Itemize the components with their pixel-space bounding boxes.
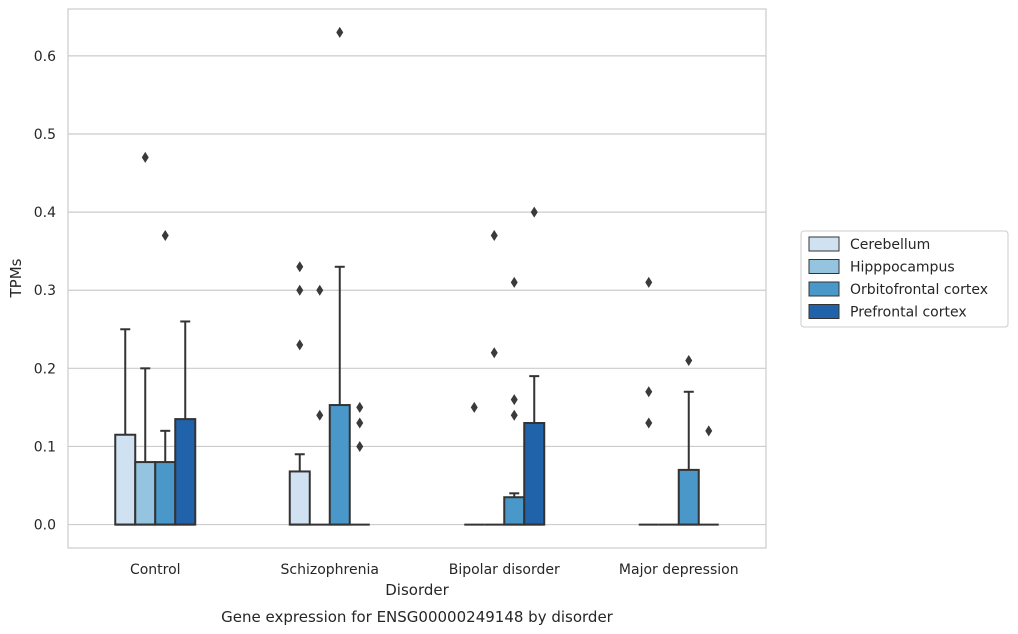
box-hipppocampus bbox=[134, 151, 157, 526]
box-body bbox=[677, 468, 700, 526]
outlier-point bbox=[510, 276, 518, 288]
y-axis-label: TPMs bbox=[7, 258, 25, 298]
outlier-point bbox=[316, 409, 324, 421]
box-body bbox=[523, 422, 546, 526]
figure-caption: Gene expression for ENSG00000249148 by d… bbox=[221, 608, 614, 626]
outlier-point bbox=[530, 206, 538, 218]
box-body bbox=[288, 470, 311, 526]
legend-label: Orbitofrontal cortex bbox=[850, 282, 988, 298]
legend-swatch bbox=[808, 281, 840, 297]
y-tick-label: 0.0 bbox=[34, 518, 56, 534]
outlier-point bbox=[336, 26, 344, 38]
outlier-point bbox=[356, 401, 364, 413]
outlier-point bbox=[356, 417, 364, 429]
outlier-point bbox=[161, 230, 169, 242]
outlier-point bbox=[510, 409, 518, 421]
outlier-point bbox=[296, 339, 304, 351]
y-axis-ticks: 0.0 0.1 0.2 0.3 0.4 0.5 0.6 bbox=[34, 49, 56, 534]
box-orbitofrontal-cortex bbox=[154, 230, 177, 526]
box-body bbox=[154, 461, 177, 526]
box-orbitofrontal-cortex bbox=[677, 355, 700, 526]
box-prefrontal-cortex bbox=[698, 425, 719, 526]
outlier-point bbox=[685, 355, 693, 367]
outlier-point bbox=[645, 276, 653, 288]
outlier-point bbox=[705, 425, 713, 437]
outlier-point bbox=[510, 394, 518, 406]
gridlines bbox=[68, 55, 766, 526]
box-prefrontal-cortex bbox=[523, 206, 546, 526]
box-cerebellum bbox=[464, 401, 485, 526]
x-axis-ticks: Control Schizophrenia Bipolar disorder Majo… bbox=[130, 562, 739, 578]
outlier-point bbox=[645, 386, 653, 398]
y-tick-label: 0.1 bbox=[34, 439, 56, 455]
y-tick-label: 0.2 bbox=[34, 361, 56, 377]
box-body bbox=[174, 418, 197, 526]
outlier-point bbox=[296, 284, 304, 296]
box-prefrontal-cortex bbox=[174, 320, 197, 526]
box-orbitofrontal-cortex bbox=[328, 26, 351, 526]
legend-label: Prefrontal cortex bbox=[850, 305, 967, 321]
outlier-point bbox=[470, 401, 478, 413]
x-axis-label: Disorder bbox=[385, 581, 449, 599]
box-cerebellum bbox=[114, 328, 137, 526]
box-body bbox=[134, 461, 157, 526]
outlier-point bbox=[141, 151, 149, 163]
outlier-point bbox=[490, 347, 498, 359]
box-prefrontal-cortex bbox=[349, 401, 370, 526]
legend-swatch bbox=[808, 259, 840, 274]
outlier-point bbox=[490, 230, 498, 242]
box-orbitofrontal-cortex bbox=[503, 276, 526, 526]
y-tick-label: 0.4 bbox=[34, 205, 56, 221]
box-cerebellum bbox=[638, 276, 659, 526]
box-marks bbox=[114, 26, 719, 526]
box-body bbox=[328, 404, 351, 526]
legend-label: Hipppocampus bbox=[850, 260, 955, 276]
y-tick-label: 0.5 bbox=[34, 127, 56, 143]
legend-frame bbox=[800, 230, 1009, 328]
outlier-point bbox=[296, 261, 304, 273]
box-hipppocampus bbox=[309, 284, 330, 526]
outlier-point bbox=[316, 284, 324, 296]
legend-label: Cerebellum bbox=[850, 237, 930, 253]
outlier-point bbox=[356, 440, 364, 452]
box-hipppocampus bbox=[484, 230, 505, 526]
x-tick-label: Schizophrenia bbox=[281, 562, 379, 578]
plot-area-frame bbox=[67, 8, 767, 549]
box-body bbox=[114, 433, 137, 526]
x-tick-label: Control bbox=[130, 562, 181, 578]
legend-swatch bbox=[808, 236, 840, 252]
y-tick-label: 0.6 bbox=[34, 49, 56, 65]
legend-swatch bbox=[808, 304, 840, 319]
x-tick-label: Major depression bbox=[619, 562, 739, 578]
box-cerebellum bbox=[288, 261, 311, 526]
x-tick-label: Bipolar disorder bbox=[449, 562, 560, 578]
legend: Cerebellum Hipppocampus Orbitofrontal cort… bbox=[800, 230, 1009, 328]
y-tick-label: 0.3 bbox=[34, 283, 56, 299]
box-body bbox=[503, 496, 526, 526]
outlier-point bbox=[645, 417, 653, 429]
